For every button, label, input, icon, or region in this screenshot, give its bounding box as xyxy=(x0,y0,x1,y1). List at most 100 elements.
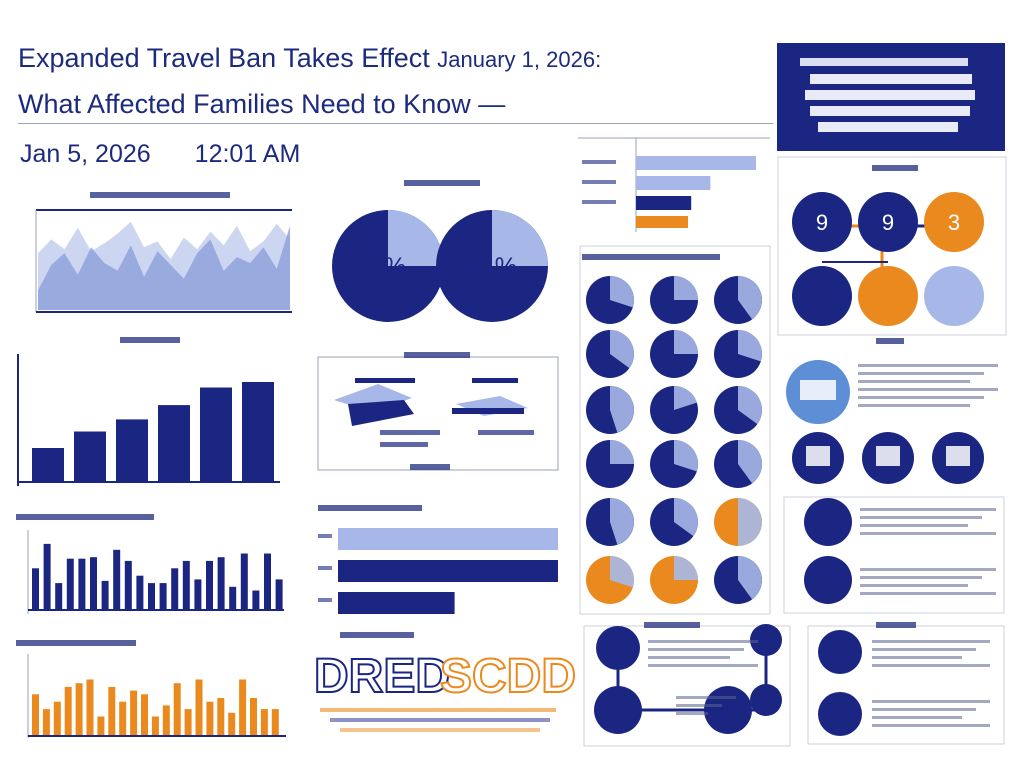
text-line xyxy=(858,380,970,383)
grid-circle-slice-13 xyxy=(610,498,634,545)
bar-12 xyxy=(159,583,167,609)
bar-21 xyxy=(250,698,257,735)
dateline-date: Jan 5, 2026 xyxy=(20,140,151,168)
bar-3 xyxy=(116,419,148,481)
text-line xyxy=(676,704,722,707)
text-line xyxy=(872,724,990,727)
hbar-tick-3 xyxy=(582,200,616,204)
network-panel: 9 9 3 xyxy=(777,156,1007,336)
bar-22 xyxy=(275,579,283,609)
bar-3 xyxy=(53,701,61,735)
grid-circle-slice-4 xyxy=(610,330,634,369)
bar-4 xyxy=(64,686,72,735)
pie-label: 34% xyxy=(467,253,517,281)
bar-14 xyxy=(182,560,190,609)
hbar-tick-1 xyxy=(582,160,616,164)
grid-circle-slice-6 xyxy=(738,330,762,362)
grid-circle-slice-18 xyxy=(738,556,762,600)
svg-text:SCDD: SCDD xyxy=(440,650,576,703)
grid-circle-slice-2 xyxy=(674,276,698,300)
bar-7 xyxy=(97,716,105,735)
bar-6 xyxy=(90,557,97,609)
text-line xyxy=(860,576,982,579)
hbar-1 xyxy=(338,528,558,550)
text-line xyxy=(860,516,982,519)
wordmark-logo: DRED SCDD xyxy=(313,632,577,732)
text-line xyxy=(648,656,730,659)
grid-circle-slice-16 xyxy=(610,556,634,588)
bar-6 xyxy=(242,382,274,481)
bar-10 xyxy=(136,575,144,609)
hbar-tick-1 xyxy=(318,534,332,538)
grid-circle-slice-8 xyxy=(674,386,697,410)
area-chart-plot xyxy=(38,221,290,310)
bottom-list-panel xyxy=(807,622,1005,745)
bar-1 xyxy=(32,568,39,609)
bottom-flow-panel xyxy=(583,622,791,747)
bar-6 xyxy=(86,679,94,735)
text-line xyxy=(860,584,968,587)
text-line xyxy=(860,592,996,595)
bar-19 xyxy=(240,553,248,609)
bar-9 xyxy=(124,560,132,609)
bar-11 xyxy=(148,583,155,609)
bar-12 xyxy=(151,716,159,735)
steps-panel xyxy=(783,496,1005,614)
text-line xyxy=(648,664,758,667)
text-line xyxy=(872,700,990,703)
bar-16 xyxy=(206,560,213,609)
pie-pair: 5% 34% xyxy=(332,180,548,322)
pie-slice-highlight xyxy=(388,210,444,266)
header-divider xyxy=(18,123,773,124)
text-line xyxy=(858,396,984,399)
hbar-3 xyxy=(636,196,692,210)
bar-10 xyxy=(130,690,138,735)
hbar-2 xyxy=(338,560,558,582)
flow-diagram-panel xyxy=(317,352,559,471)
text-line xyxy=(858,404,970,407)
bar-3 xyxy=(55,583,63,609)
bar-1 xyxy=(32,694,39,735)
text-line xyxy=(676,712,708,715)
text-line xyxy=(872,656,962,659)
svg-text:3: 3 xyxy=(948,210,960,235)
text-line xyxy=(858,364,998,367)
text-line xyxy=(858,388,998,391)
bar-18 xyxy=(217,698,225,735)
headline-line1: Expanded Travel Ban Takes Effect xyxy=(18,43,430,73)
hbar-4 xyxy=(636,216,688,228)
text-line xyxy=(860,524,968,527)
horizontal-bar-chart-top xyxy=(578,137,770,232)
hbar-2 xyxy=(636,176,711,190)
bar-5 xyxy=(75,683,83,735)
bar-22 xyxy=(260,709,268,735)
text-line xyxy=(872,716,962,719)
grid-circle-slice-1 xyxy=(610,276,634,308)
bar-2 xyxy=(74,431,106,481)
bar-17 xyxy=(206,701,214,735)
pie-chart-left: 5% xyxy=(332,210,444,322)
grid-circle-slice-14 xyxy=(674,498,698,537)
bar-20 xyxy=(239,679,247,735)
bar-chart-navy xyxy=(16,514,284,614)
bar-16 xyxy=(195,679,203,735)
circle-grid-panel xyxy=(579,245,771,615)
dateline-time: 12:01 AM xyxy=(194,140,301,168)
area-chart-frame xyxy=(35,192,292,313)
bar-11 xyxy=(141,694,148,735)
svg-text:DRED: DRED xyxy=(314,650,450,703)
grid-circle-slice-10 xyxy=(610,440,634,464)
pie-chart-right: 34% xyxy=(436,210,548,322)
horizontal-bar-chart-center xyxy=(318,505,558,614)
text-line xyxy=(860,508,996,511)
headline: Expanded Travel Ban Takes Effect January… xyxy=(18,36,768,126)
bar-23 xyxy=(271,709,279,735)
hbar-1 xyxy=(636,156,756,170)
bar-4 xyxy=(66,558,74,609)
grid-circle-slice-11 xyxy=(674,440,698,472)
text-line xyxy=(860,532,996,535)
grid-circle-slice-5 xyxy=(674,330,698,354)
area-series-2 xyxy=(38,225,290,310)
bar-19 xyxy=(228,712,236,735)
